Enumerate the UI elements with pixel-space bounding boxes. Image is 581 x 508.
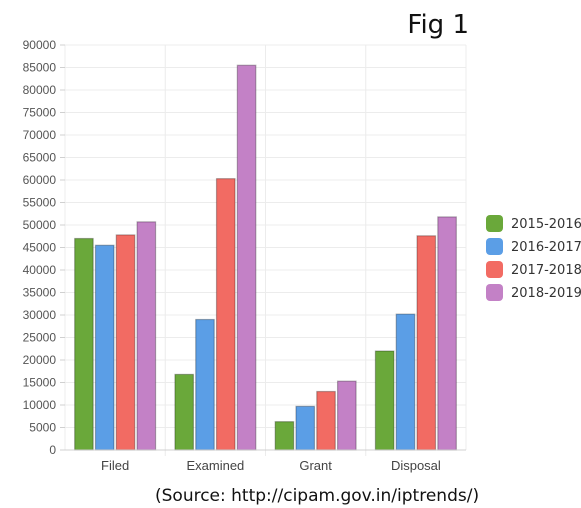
legend-label: 2015-2016 [511,217,581,232]
x-axis: Filed Examined Grant Disposal [65,449,466,473]
y-tick-label: 55000 [23,196,57,210]
y-tick-label: 60000 [23,173,57,187]
legend-swatch [486,215,503,232]
bar-examined-2015-2016 [174,373,195,451]
bar-disposal-2016-2017 [395,313,416,451]
legend-swatch [486,238,503,255]
y-tick-label: 30000 [23,308,57,322]
figure-label: Fig 1 [407,10,469,40]
bar-filed-2017-2018 [115,234,136,451]
bar-filed-2015-2016 [74,237,94,451]
bar-examined-2016-2017 [195,318,215,451]
y-tick-label: 10000 [23,398,57,412]
y-tick-label: 50000 [23,218,57,232]
y-tick-label: 85000 [23,61,57,75]
y-tick-label: 90000 [23,38,57,52]
y-tick-label: 35000 [23,286,57,300]
legend-label: 2017-2018 [511,263,581,278]
bar-grant-2016-2017 [295,405,316,451]
y-tick-label: 75000 [23,106,57,120]
bar-filed-2016-2017 [94,244,115,451]
y-tick-label: 40000 [23,263,57,277]
y-tick-label: 45000 [23,241,57,255]
bar-filed-2018-2019 [136,221,157,451]
y-tick-label: 20000 [23,353,57,367]
bar-grant-2015-2016 [274,421,295,451]
bar-disposal-2018-2019 [437,216,457,451]
bar-examined-2018-2019 [236,64,257,451]
y-tick-label: 15000 [23,376,57,390]
y-axis: 0 5000 10000 15000 20000 25000 30000 35000 40000… [23,38,65,457]
source-note: (Source: http://cipam.gov.in/iptrends/) [155,486,480,506]
bar-grant-2017-2018 [316,390,336,451]
legend-label: 2018-2019 [511,286,581,301]
bar-grant-2018-2019 [336,380,357,451]
y-tick-label: 70000 [23,128,57,142]
bar-disposal-2015-2016 [374,350,395,451]
legend-label: 2016-2017 [511,240,581,255]
bar-disposal-2017-2018 [416,235,437,451]
x-tick-label: Examined [186,458,244,473]
y-tick-label: 0 [49,443,56,457]
legend: 2015-2016 2016-2017 2017-2018 2018-2019 [486,215,581,301]
legend-swatch [486,284,503,301]
legend-swatch [486,261,503,278]
x-tick-label: Grant [299,458,332,473]
y-tick-label: 25000 [23,331,57,345]
y-tick-label: 65000 [23,151,57,165]
x-tick-label: Filed [101,458,129,473]
y-tick-label: 80000 [23,83,57,97]
x-tick-label: Disposal [391,458,441,473]
bars [74,64,457,451]
y-tick-label: 5000 [29,421,56,435]
bar-examined-2017-2018 [215,178,236,451]
